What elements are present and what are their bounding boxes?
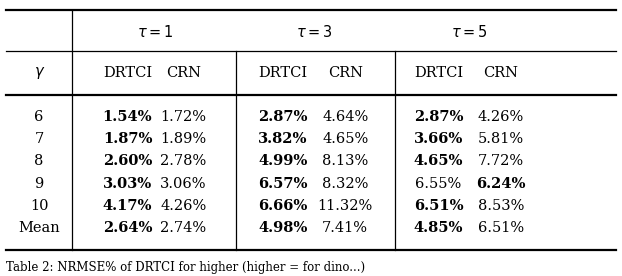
Text: 3.03%: 3.03% <box>103 177 152 190</box>
Text: 6.51%: 6.51% <box>414 199 463 213</box>
Text: 7.72%: 7.72% <box>478 155 524 168</box>
Text: 1.87%: 1.87% <box>103 132 152 146</box>
Text: 2.87%: 2.87% <box>414 110 463 124</box>
Text: 3.66%: 3.66% <box>414 132 463 146</box>
Text: 1.89%: 1.89% <box>160 132 207 146</box>
Text: 7.41%: 7.41% <box>322 221 368 235</box>
Text: 4.17%: 4.17% <box>103 199 152 213</box>
Text: 8.32%: 8.32% <box>322 177 368 190</box>
Text: 1.54%: 1.54% <box>103 110 152 124</box>
Text: $\tau = 3$: $\tau = 3$ <box>295 24 333 40</box>
Text: 3.06%: 3.06% <box>160 177 207 190</box>
Text: 8: 8 <box>34 155 44 168</box>
Text: 6: 6 <box>34 110 44 124</box>
Text: DRTCI: DRTCI <box>259 66 307 80</box>
Text: 2.60%: 2.60% <box>103 155 152 168</box>
Text: 7: 7 <box>35 132 44 146</box>
Text: 4.26%: 4.26% <box>478 110 524 124</box>
Text: 4.85%: 4.85% <box>414 221 463 235</box>
Text: Mean: Mean <box>18 221 60 235</box>
Text: 6.55%: 6.55% <box>415 177 462 190</box>
Text: $\tau = 1$: $\tau = 1$ <box>137 24 174 40</box>
Text: 2.74%: 2.74% <box>160 221 207 235</box>
Text: 4.99%: 4.99% <box>258 155 308 168</box>
Text: 4.64%: 4.64% <box>322 110 368 124</box>
Text: 8.13%: 8.13% <box>322 155 368 168</box>
Text: DRTCI: DRTCI <box>414 66 463 80</box>
Text: CRN: CRN <box>328 66 363 80</box>
Text: 2.64%: 2.64% <box>103 221 152 235</box>
Text: CRN: CRN <box>483 66 518 80</box>
Text: 10: 10 <box>30 199 49 213</box>
Text: 6.66%: 6.66% <box>258 199 308 213</box>
Text: $\tau = 5$: $\tau = 5$ <box>451 24 488 40</box>
Text: 4.98%: 4.98% <box>258 221 308 235</box>
Text: 4.65%: 4.65% <box>322 132 368 146</box>
Text: 2.87%: 2.87% <box>258 110 308 124</box>
Text: DRTCI: DRTCI <box>103 66 152 80</box>
Text: Table 2: NRMSE% of DRTCI for higher (higher = for dino...): Table 2: NRMSE% of DRTCI for higher (hig… <box>6 261 365 274</box>
Text: 6.24%: 6.24% <box>476 177 526 190</box>
Text: 5.81%: 5.81% <box>478 132 524 146</box>
Text: 6.57%: 6.57% <box>258 177 308 190</box>
Text: CRN: CRN <box>166 66 201 80</box>
Text: 3.82%: 3.82% <box>258 132 308 146</box>
Text: 11.32%: 11.32% <box>318 199 373 213</box>
Text: 9: 9 <box>35 177 44 190</box>
Text: 4.26%: 4.26% <box>160 199 207 213</box>
Text: 8.53%: 8.53% <box>478 199 524 213</box>
Text: 4.65%: 4.65% <box>414 155 463 168</box>
Text: 2.78%: 2.78% <box>160 155 207 168</box>
Text: 1.72%: 1.72% <box>160 110 207 124</box>
Text: 6.51%: 6.51% <box>478 221 524 235</box>
Text: $\gamma$: $\gamma$ <box>34 65 45 81</box>
